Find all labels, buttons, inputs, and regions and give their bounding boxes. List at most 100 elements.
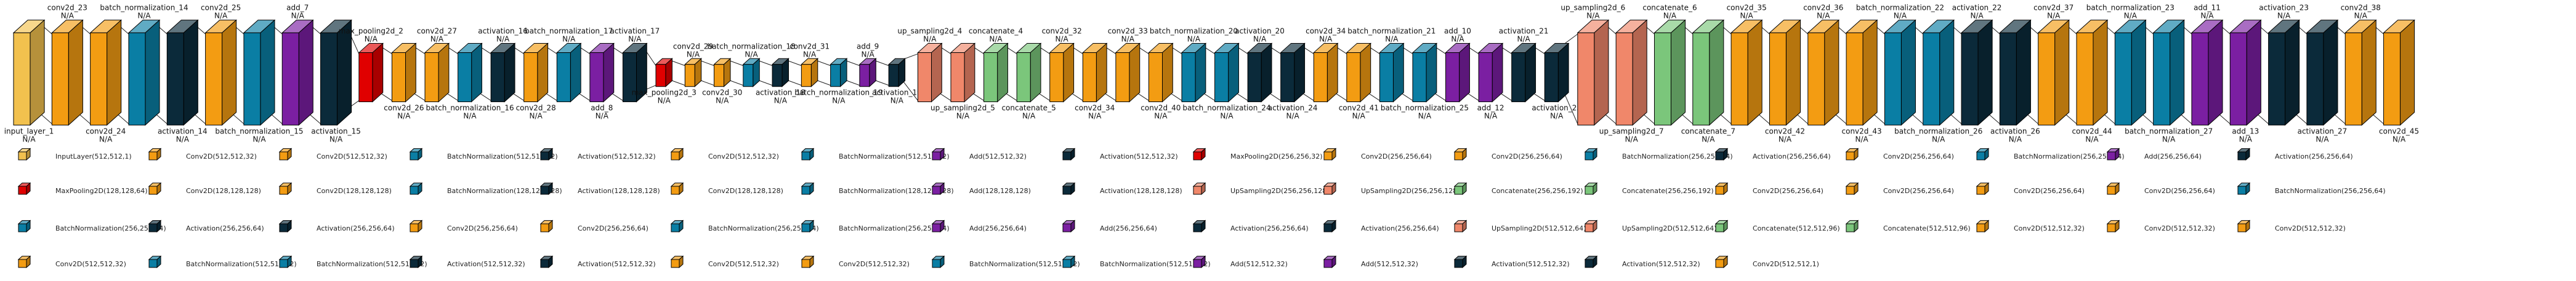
legend-label: BatchNormalization(256,256,64) bbox=[839, 224, 950, 232]
layer-name-label: conv2d_40 bbox=[1141, 104, 1181, 113]
layer-block-activation bbox=[320, 19, 352, 126]
layer-shape-label: N/A bbox=[1187, 34, 1201, 43]
legend-label: UpSampling2D(256,256,128) bbox=[1230, 187, 1330, 195]
layer-shape-label: N/A bbox=[1517, 34, 1531, 43]
legend-label: Concatenate(512,512,96) bbox=[1883, 224, 1971, 232]
layer-block-inputlayer bbox=[12, 19, 46, 126]
layer-name-label: conv2d_34 bbox=[1075, 104, 1115, 113]
layer-shape-label: N/A bbox=[1740, 12, 1754, 20]
layer-block-conv2d bbox=[204, 19, 237, 126]
legend-swatch-conv2d bbox=[17, 255, 31, 269]
legend-swatch-activation bbox=[539, 182, 554, 196]
layer-name-label: conv2d_24 bbox=[86, 127, 126, 135]
legend-swatch-activation bbox=[148, 220, 162, 233]
layer-shape-label: N/A bbox=[1088, 112, 1102, 121]
layer-shape-label: N/A bbox=[1319, 34, 1333, 43]
layer-name-label: conv2d_29 bbox=[673, 42, 713, 50]
legend-swatch-batchnormalization bbox=[801, 148, 815, 161]
layer-block-upsampling2d bbox=[950, 42, 976, 103]
legend-label: Activation(512,512,32) bbox=[578, 152, 656, 160]
legend-swatch-batchnormalization bbox=[2237, 182, 2251, 196]
layer-shape-label: N/A bbox=[1022, 112, 1036, 121]
legend-swatch-activation bbox=[1714, 148, 1729, 161]
layer-name-label: conv2d_45 bbox=[2379, 127, 2419, 135]
layer-shape-label: N/A bbox=[496, 34, 510, 43]
layer-block-concatenate bbox=[1692, 19, 1725, 126]
legend-label: Activation(512,512,32) bbox=[447, 260, 525, 268]
layer-name-label: input_layer_1 bbox=[4, 127, 54, 135]
legend-label: Conv2D(512,512,32) bbox=[2275, 224, 2346, 232]
legend-label: Conv2D(256,256,64) bbox=[2014, 187, 2085, 195]
legend-label: BatchNormalization(256,256,64) bbox=[55, 224, 166, 232]
layer-name-label: concatenate_6 bbox=[1642, 4, 1697, 12]
layer-shape-label: N/A bbox=[1970, 12, 1984, 20]
legend-label: BatchNormalization(128,128,128) bbox=[447, 187, 562, 195]
legend-label: Conv2D(256,256,64) bbox=[1883, 152, 1954, 160]
legend-label: Conv2D(256,256,64) bbox=[1492, 152, 1562, 160]
layer-block-add bbox=[1477, 42, 1504, 103]
legend-swatch-concatenate bbox=[1845, 220, 1859, 233]
legend-label: Activation(256,256,64) bbox=[1230, 224, 1309, 232]
legend-swatch-conv2d bbox=[278, 182, 293, 196]
layer-name-label: add_9 bbox=[857, 42, 879, 50]
layer-block-add bbox=[589, 42, 615, 103]
layer-name-label: batch_normalization_22 bbox=[1856, 4, 1944, 12]
legend-swatch-activation bbox=[1584, 255, 1598, 269]
layer-name-label: batch_normalization_24 bbox=[1182, 104, 1270, 113]
legend-swatch-activation bbox=[2237, 148, 2251, 161]
legend-swatch-add bbox=[931, 148, 945, 161]
legend-label: Conv2D(512,512,32) bbox=[186, 152, 257, 160]
layer-block-batchnormalization bbox=[1181, 42, 1207, 103]
legend-swatch-conv2d bbox=[2237, 220, 2251, 233]
layer-shape-label: N/A bbox=[1220, 112, 1233, 121]
layer-shape-label: N/A bbox=[291, 12, 305, 20]
layer-name-label: activation_15 bbox=[311, 127, 361, 135]
layer-block-add bbox=[858, 58, 877, 87]
legend-swatch-concatenate bbox=[1714, 220, 1729, 233]
layer-name-label: activation_25 bbox=[1532, 104, 1581, 113]
legend-label: Add(512,512,32) bbox=[1361, 260, 1418, 268]
legend-swatch-conv2d bbox=[148, 148, 162, 161]
legend-label: Conv2D(512,512,32) bbox=[839, 260, 910, 268]
layer-shape-label: N/A bbox=[463, 112, 477, 121]
layer-block-batchnormalization bbox=[742, 58, 761, 87]
layer-block-conv2d bbox=[523, 42, 549, 103]
legend-label: BatchNormalization(512,512,32) bbox=[186, 260, 297, 268]
layer-block-conv2d bbox=[89, 19, 123, 126]
legend-label: BatchNormalization(256,256,64) bbox=[1622, 152, 1733, 160]
layer-shape-label: N/A bbox=[1550, 112, 1564, 121]
legend-swatch-activation bbox=[539, 255, 554, 269]
layer-shape-label: N/A bbox=[2316, 135, 2329, 143]
legend-label: BatchNormalization(256,256,64) bbox=[2014, 152, 2125, 160]
layer-name-label: add_8 bbox=[591, 104, 613, 113]
legend-label: BatchNormalization(512,512,32) bbox=[969, 260, 1080, 268]
layer-shape-label: N/A bbox=[1855, 135, 1868, 143]
layer-name-label: add_12 bbox=[1477, 104, 1504, 113]
layer-block-conv2d bbox=[801, 58, 819, 87]
layer-block-conv2d bbox=[2037, 19, 2070, 126]
legend-swatch-upsampling2d bbox=[1584, 220, 1598, 233]
layer-shape-label: N/A bbox=[22, 135, 36, 143]
legend-label: Activation(256,256,64) bbox=[317, 224, 395, 232]
layer-block-batchnormalization bbox=[1214, 42, 1240, 103]
layer-block-activation bbox=[1280, 42, 1306, 103]
legend-swatch-batchnormalization bbox=[931, 255, 945, 269]
layer-name-label: up_sampling2d_7 bbox=[1599, 127, 1664, 135]
legend-swatch-add bbox=[1192, 255, 1206, 269]
layer-shape-label: N/A bbox=[252, 135, 266, 143]
legend-label: Activation(256,256,64) bbox=[1361, 224, 1439, 232]
legend-swatch-conv2d bbox=[670, 148, 684, 161]
layer-shape-label: N/A bbox=[890, 97, 904, 105]
legend-swatch-maxpooling2d bbox=[17, 182, 31, 196]
legend-swatch-batchnormalization bbox=[801, 220, 815, 233]
layer-block-batchnormalization bbox=[2152, 19, 2186, 126]
layer-name-label: activation_27 bbox=[2298, 127, 2348, 135]
legend-label: Add(256,256,64) bbox=[969, 224, 1027, 232]
layer-name-label: conv2d_31 bbox=[789, 42, 830, 50]
layer-block-activation bbox=[1511, 42, 1536, 103]
layer-block-add bbox=[1445, 42, 1471, 103]
layer-name-label: max_pooling2d_3 bbox=[632, 89, 696, 97]
layer-block-conv2d bbox=[1115, 42, 1141, 103]
layer-name-label: activation_17 bbox=[610, 26, 660, 35]
